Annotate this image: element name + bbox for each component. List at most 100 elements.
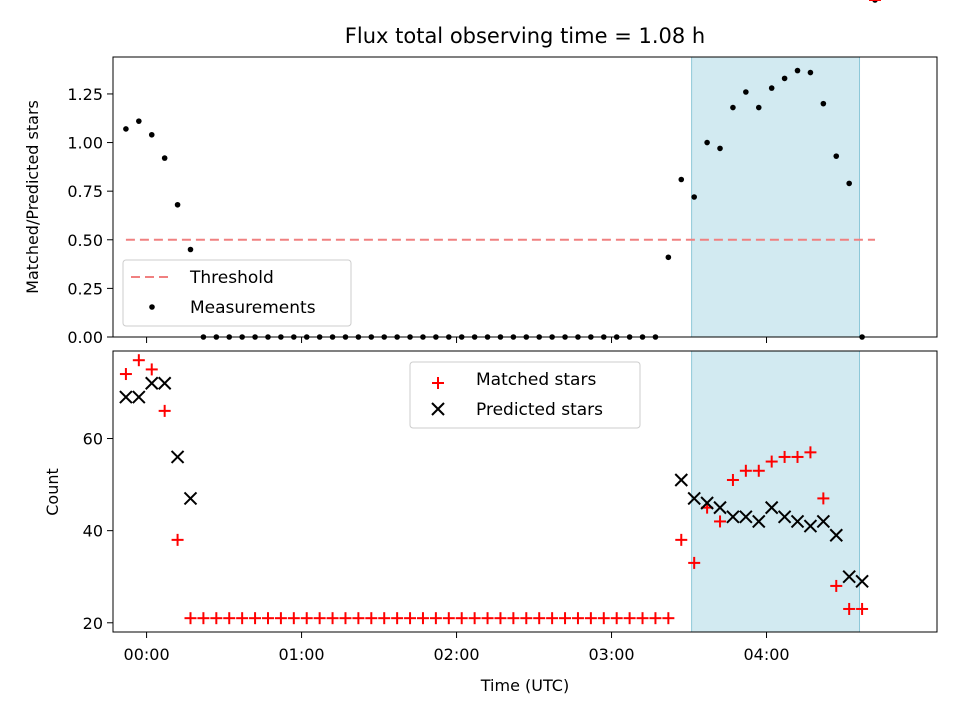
legend-measurements-swatch bbox=[149, 304, 155, 310]
measurement-point bbox=[768, 85, 775, 91]
matched-star-point bbox=[817, 492, 830, 505]
matched-star-point bbox=[365, 612, 378, 625]
top-plot-frame bbox=[112, 56, 938, 338]
matched-star-point bbox=[339, 612, 352, 625]
bottom-shaded-interval bbox=[691, 350, 861, 633]
matched-star-point bbox=[584, 612, 597, 625]
y-tick-label: 60 bbox=[83, 430, 103, 449]
x-tick-label: 04:00 bbox=[743, 645, 789, 664]
top-shaded-interval bbox=[691, 56, 861, 338]
predicted-star-point bbox=[726, 510, 740, 524]
legend-measurements-label: Measurements bbox=[190, 298, 316, 318]
measurement-point bbox=[691, 194, 697, 200]
bottom-x-axis: 00:00 01:00 02:00 03:00 04:00 bbox=[124, 632, 790, 664]
matched-star-point bbox=[494, 612, 507, 625]
measurement-point bbox=[717, 145, 723, 152]
matched-star-point bbox=[675, 533, 688, 546]
matched-star-point bbox=[623, 612, 636, 625]
matched-star-point bbox=[249, 612, 262, 625]
matched-star-point bbox=[300, 612, 313, 625]
matched-star-point bbox=[688, 556, 701, 569]
legend-matched-swatch bbox=[432, 377, 444, 389]
top-legend: Threshold Measurements bbox=[122, 259, 352, 327]
matched-star-point bbox=[571, 612, 584, 625]
measurement-point bbox=[704, 139, 710, 146]
y-tick-label: 0.25 bbox=[67, 279, 103, 298]
matched-star-point bbox=[442, 612, 455, 625]
measurement-point bbox=[781, 75, 788, 82]
x-axis-label: Time (UTC) bbox=[480, 676, 569, 695]
bottom-y-label: Count bbox=[43, 468, 62, 516]
bottom-plot-frame bbox=[112, 350, 938, 633]
measurement-point bbox=[678, 176, 685, 183]
matched-star-point bbox=[714, 515, 727, 528]
matched-star-point bbox=[313, 612, 326, 625]
matched-star-point bbox=[274, 612, 287, 625]
matched-star-point bbox=[856, 602, 869, 615]
predicted-star-point bbox=[145, 376, 159, 390]
predicted-star-point bbox=[183, 491, 198, 506]
predicted-star-point bbox=[739, 510, 753, 524]
y-tick-label: 40 bbox=[83, 522, 103, 541]
top-x-ticks bbox=[146, 337, 768, 343]
measurement-point bbox=[846, 180, 852, 187]
predicted-star-point bbox=[132, 390, 146, 404]
predicted-star-point bbox=[713, 500, 727, 515]
matched-star-point bbox=[171, 533, 184, 546]
matched-star-point bbox=[416, 612, 429, 625]
measurement-point bbox=[187, 246, 194, 253]
matched-star-point bbox=[223, 612, 236, 625]
predicted-star-point bbox=[790, 514, 805, 529]
matched-star-point bbox=[778, 450, 791, 463]
predicted-star-point bbox=[842, 570, 856, 584]
top-y-axis: 0.00 0.25 0.50 0.75 1.00 1.25 bbox=[67, 85, 113, 347]
measurement-point bbox=[148, 131, 155, 138]
predicted-star-point bbox=[687, 491, 701, 506]
matched-star-point bbox=[468, 612, 481, 625]
matched-star-point bbox=[533, 612, 546, 625]
predicted-star-point bbox=[829, 528, 843, 542]
predicted-star-point bbox=[855, 574, 869, 589]
y-tick-label: 1.25 bbox=[67, 85, 103, 104]
matched-star-point bbox=[559, 612, 572, 625]
bottom-legend: Matched stars Predicted stars bbox=[409, 361, 641, 429]
y-tick-label: 0.00 bbox=[67, 328, 103, 347]
matched-star-point bbox=[210, 612, 223, 625]
matched-star-point bbox=[197, 612, 210, 625]
measurement-point bbox=[807, 69, 814, 76]
matched-star-point bbox=[404, 612, 417, 625]
matched-star-point bbox=[391, 612, 404, 625]
predicted-star-point bbox=[170, 450, 185, 464]
measurement-point bbox=[755, 104, 762, 111]
matched-star-point bbox=[843, 602, 856, 615]
x-tick-label: 01:00 bbox=[279, 645, 325, 664]
matched-star-point bbox=[455, 612, 468, 625]
matched-star-point bbox=[546, 612, 559, 625]
measurement-point bbox=[743, 89, 749, 95]
y-tick-label: 1.00 bbox=[67, 134, 103, 153]
matched-star-point bbox=[287, 612, 300, 625]
matched-star-point bbox=[597, 612, 610, 625]
chart-title: Flux total observing time = 1.08 h bbox=[345, 24, 705, 48]
predicted-star-point bbox=[764, 500, 779, 515]
y-tick-label: 0.50 bbox=[67, 231, 103, 250]
legend-predicted-label: Predicted stars bbox=[476, 400, 603, 420]
matched-star-point bbox=[636, 612, 649, 625]
bottom-points bbox=[119, 0, 882, 625]
predicted-star-point bbox=[157, 376, 172, 390]
matched-star-point bbox=[184, 612, 197, 625]
x-tick-label: 00:00 bbox=[124, 645, 170, 664]
matched-star-point bbox=[520, 612, 533, 625]
predicted-star-point bbox=[816, 514, 831, 529]
matched-star-point bbox=[145, 363, 158, 376]
matched-star-point bbox=[791, 450, 804, 463]
matched-star-point bbox=[610, 612, 623, 625]
x-tick-label: 03:00 bbox=[588, 645, 634, 664]
matched-star-point bbox=[765, 455, 778, 468]
legend-predicted-swatch bbox=[431, 402, 445, 416]
bottom-panel: 20 40 60 00:00 01:00 02:00 03:00 04:00 Count T… bbox=[43, 0, 938, 695]
predicted-star-point bbox=[803, 519, 818, 533]
matched-star-point bbox=[429, 612, 442, 625]
predicted-star-point bbox=[119, 390, 133, 404]
